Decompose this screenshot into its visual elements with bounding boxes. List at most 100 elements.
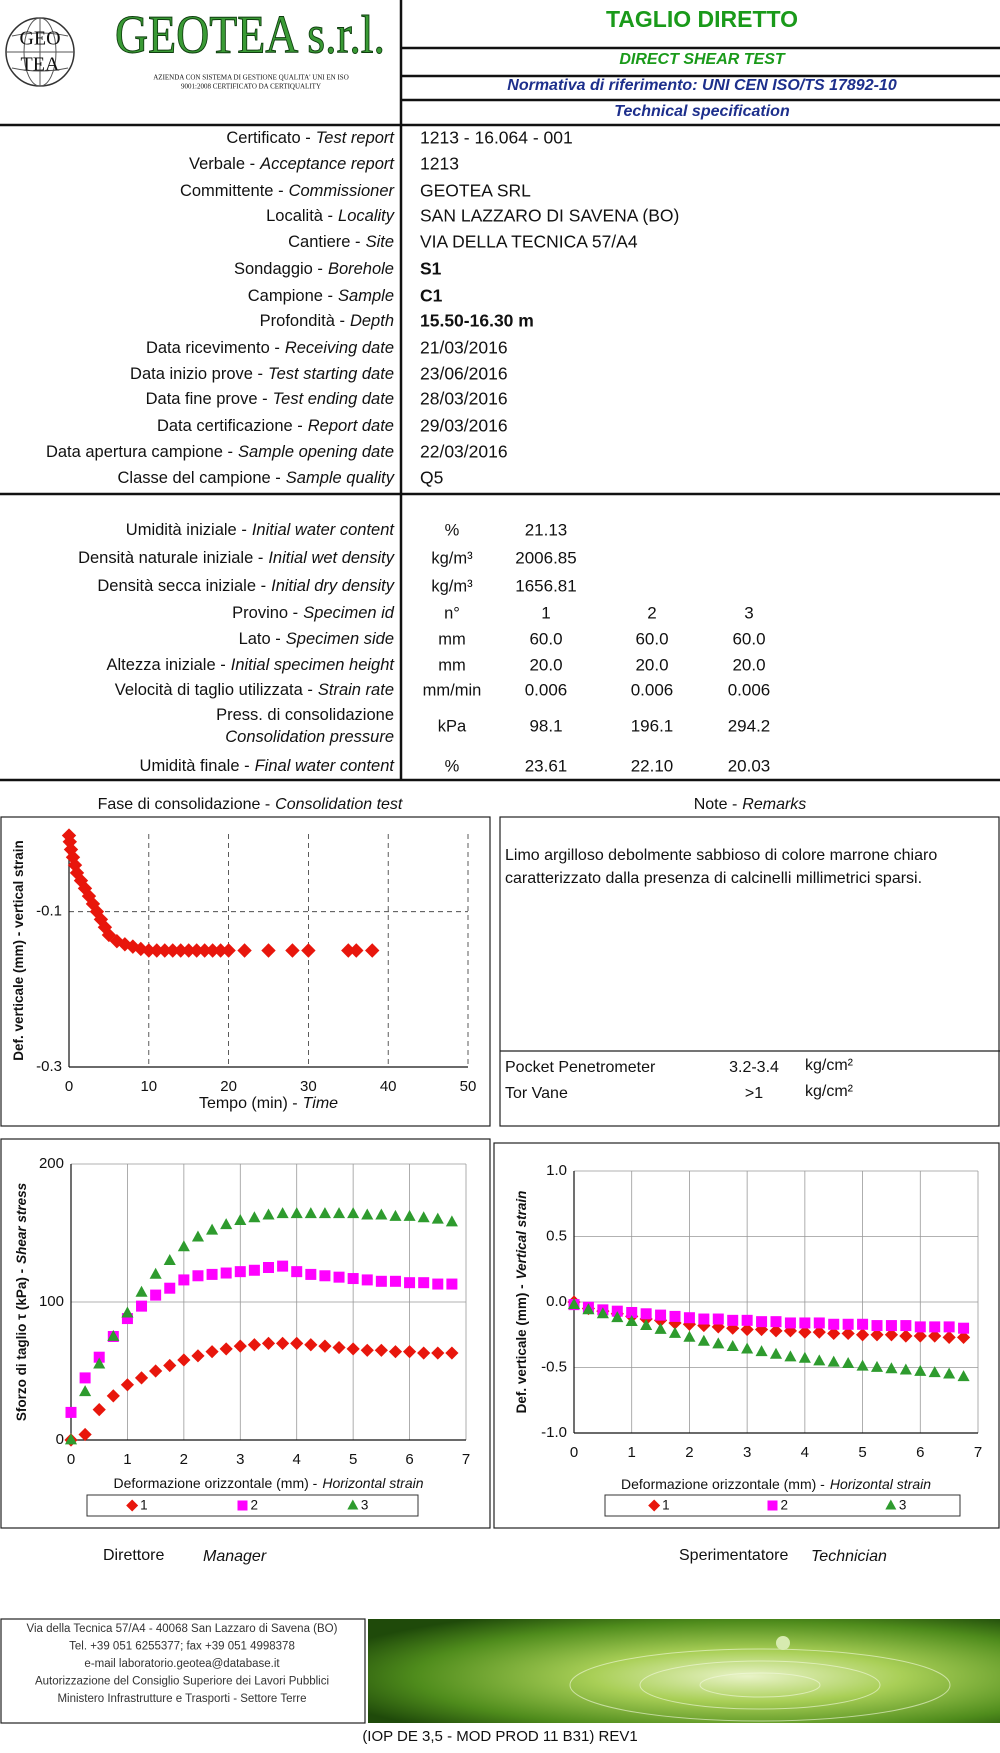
data-point — [712, 1313, 724, 1325]
report-label-en: Sample opening date — [238, 443, 394, 461]
report-label: Località - Locality — [266, 207, 396, 225]
y-axis-label-it: Def. verticale (mm) - vertical strain — [11, 840, 26, 1061]
x-tick-label: 1 — [123, 1451, 131, 1468]
data-point — [361, 1274, 373, 1286]
x-axis-label-en: Time — [303, 1095, 339, 1112]
x-tick-label: 0 — [65, 1078, 73, 1095]
data-point — [432, 1278, 444, 1290]
data-point — [347, 1207, 360, 1219]
logo — [5, 17, 75, 87]
data-point — [740, 1322, 754, 1337]
data-point — [301, 943, 316, 958]
property-unit: mm — [438, 630, 466, 648]
y-tick-label: 100 — [39, 1293, 64, 1310]
data-point — [798, 1325, 812, 1339]
data-point — [683, 1330, 696, 1342]
legend-marker — [648, 1499, 661, 1512]
report-label-en: Borehole — [328, 260, 394, 278]
y-tick-label: -1.0 — [541, 1424, 567, 1441]
x-axis-label-it: Tempo (min) - — [199, 1095, 298, 1112]
y-tick-label: -0.5 — [541, 1358, 567, 1375]
property-label-en: Strain rate — [318, 681, 394, 699]
report-label: Data apertura campione - Sample opening d… — [46, 443, 394, 461]
report-label: Profondità - Depth — [260, 312, 394, 330]
data-point — [261, 943, 276, 958]
report-value: 1213 - 16.064 - 001 — [420, 128, 573, 148]
report-label-en: Report date — [308, 417, 394, 435]
data-point — [181, 943, 196, 958]
data-point — [943, 1321, 955, 1333]
data-point — [125, 939, 141, 954]
data-point — [784, 1317, 796, 1329]
x-tick-label: 30 — [300, 1078, 317, 1095]
section-heading-it: Note - — [694, 796, 738, 813]
footer-image — [368, 1619, 1000, 1723]
report-value: 22/03/2016 — [420, 442, 508, 462]
x-tick-label: 20 — [220, 1078, 237, 1095]
data-point — [388, 1345, 403, 1359]
standard: Normativa di riferimento: UNI CEN ISO/TS… — [507, 77, 897, 94]
report-label-it: Data certificazione - — [157, 417, 303, 435]
property-unit: kg/m³ — [431, 549, 473, 567]
property-label-en: Specimen side — [286, 630, 394, 648]
y-tick-label: 0.0 — [546, 1293, 567, 1310]
x-tick-label: 3 — [743, 1444, 751, 1461]
x-tick-label: 5 — [858, 1444, 866, 1461]
data-point — [221, 943, 236, 958]
property-unit: % — [445, 521, 460, 539]
report-label-it: Verbale - — [189, 155, 255, 173]
data-point — [404, 1277, 416, 1289]
data-point — [73, 873, 89, 888]
data-point — [332, 1207, 346, 1219]
test-unit: kg/cm² — [805, 1083, 854, 1100]
data-point — [319, 1270, 331, 1282]
x-tick-label: 5 — [349, 1451, 357, 1468]
property-label-it: Densità naturale iniziale - — [78, 549, 263, 567]
data-point — [403, 1209, 416, 1221]
data-point — [389, 1275, 401, 1287]
legend — [604, 1494, 961, 1517]
data-point — [769, 1324, 783, 1338]
report-value: S1 — [420, 259, 442, 279]
report-label: Classe del campione - Sample quality — [118, 469, 396, 487]
report-label: Cantiere - Site — [288, 233, 394, 251]
data-point — [157, 943, 172, 958]
data-point — [769, 1347, 783, 1359]
report-value: 1213 — [420, 154, 459, 174]
data-point — [117, 937, 133, 952]
data-point — [149, 1267, 162, 1279]
data-point — [640, 1308, 652, 1320]
section-heading-en: Remarks — [742, 796, 806, 813]
data-point — [93, 1357, 106, 1369]
property-value: 23.61 — [525, 756, 568, 775]
data-point — [261, 1336, 276, 1350]
data-point — [813, 1317, 825, 1329]
data-point — [365, 943, 380, 958]
x-axis-label: Deformazione orizzontale (mm) - Horizonta… — [621, 1476, 931, 1492]
data-point — [841, 1326, 855, 1341]
x-axis-label-it: Deformazione orizzontale (mm) - — [114, 1475, 318, 1491]
report-label: Data ricevimento - Receiving date — [146, 339, 394, 357]
data-point — [149, 943, 164, 958]
footer-line: Autorizzazione del Consiglio Superiore d… — [35, 1676, 329, 1688]
report-label-en: Sample quality — [286, 469, 396, 487]
data-point — [784, 1350, 797, 1362]
data-point — [234, 1213, 247, 1225]
data-point — [318, 1339, 332, 1353]
property-label: Velocità di taglio utilizzata - Strain ra… — [115, 681, 394, 699]
property-label-en: Initial specimen height — [231, 656, 396, 674]
report-label-en: Sample — [338, 287, 394, 305]
legend-label: 2 — [251, 1498, 259, 1513]
legend-marker — [347, 1499, 359, 1510]
data-point — [741, 1342, 754, 1354]
report-value: C1 — [420, 286, 443, 306]
data-point — [164, 1282, 176, 1294]
property-value: 2 — [647, 603, 656, 622]
data-point — [69, 865, 85, 881]
data-point — [233, 1339, 247, 1353]
data-point — [698, 1313, 710, 1325]
y-tick-label: -0.1 — [36, 903, 62, 920]
data-point — [77, 881, 93, 896]
report-label-en: Test report — [316, 129, 396, 147]
footer-line: Via della Tecnica 57/A4 - 40068 San Lazz… — [27, 1623, 338, 1635]
